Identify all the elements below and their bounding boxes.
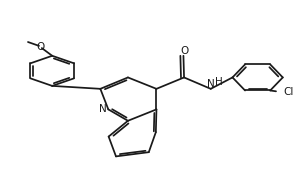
Text: Cl: Cl bbox=[283, 87, 294, 97]
Text: N: N bbox=[99, 104, 107, 114]
Text: N: N bbox=[208, 79, 215, 89]
Text: O: O bbox=[36, 42, 45, 52]
Text: O: O bbox=[180, 46, 188, 56]
Text: H: H bbox=[215, 77, 223, 87]
